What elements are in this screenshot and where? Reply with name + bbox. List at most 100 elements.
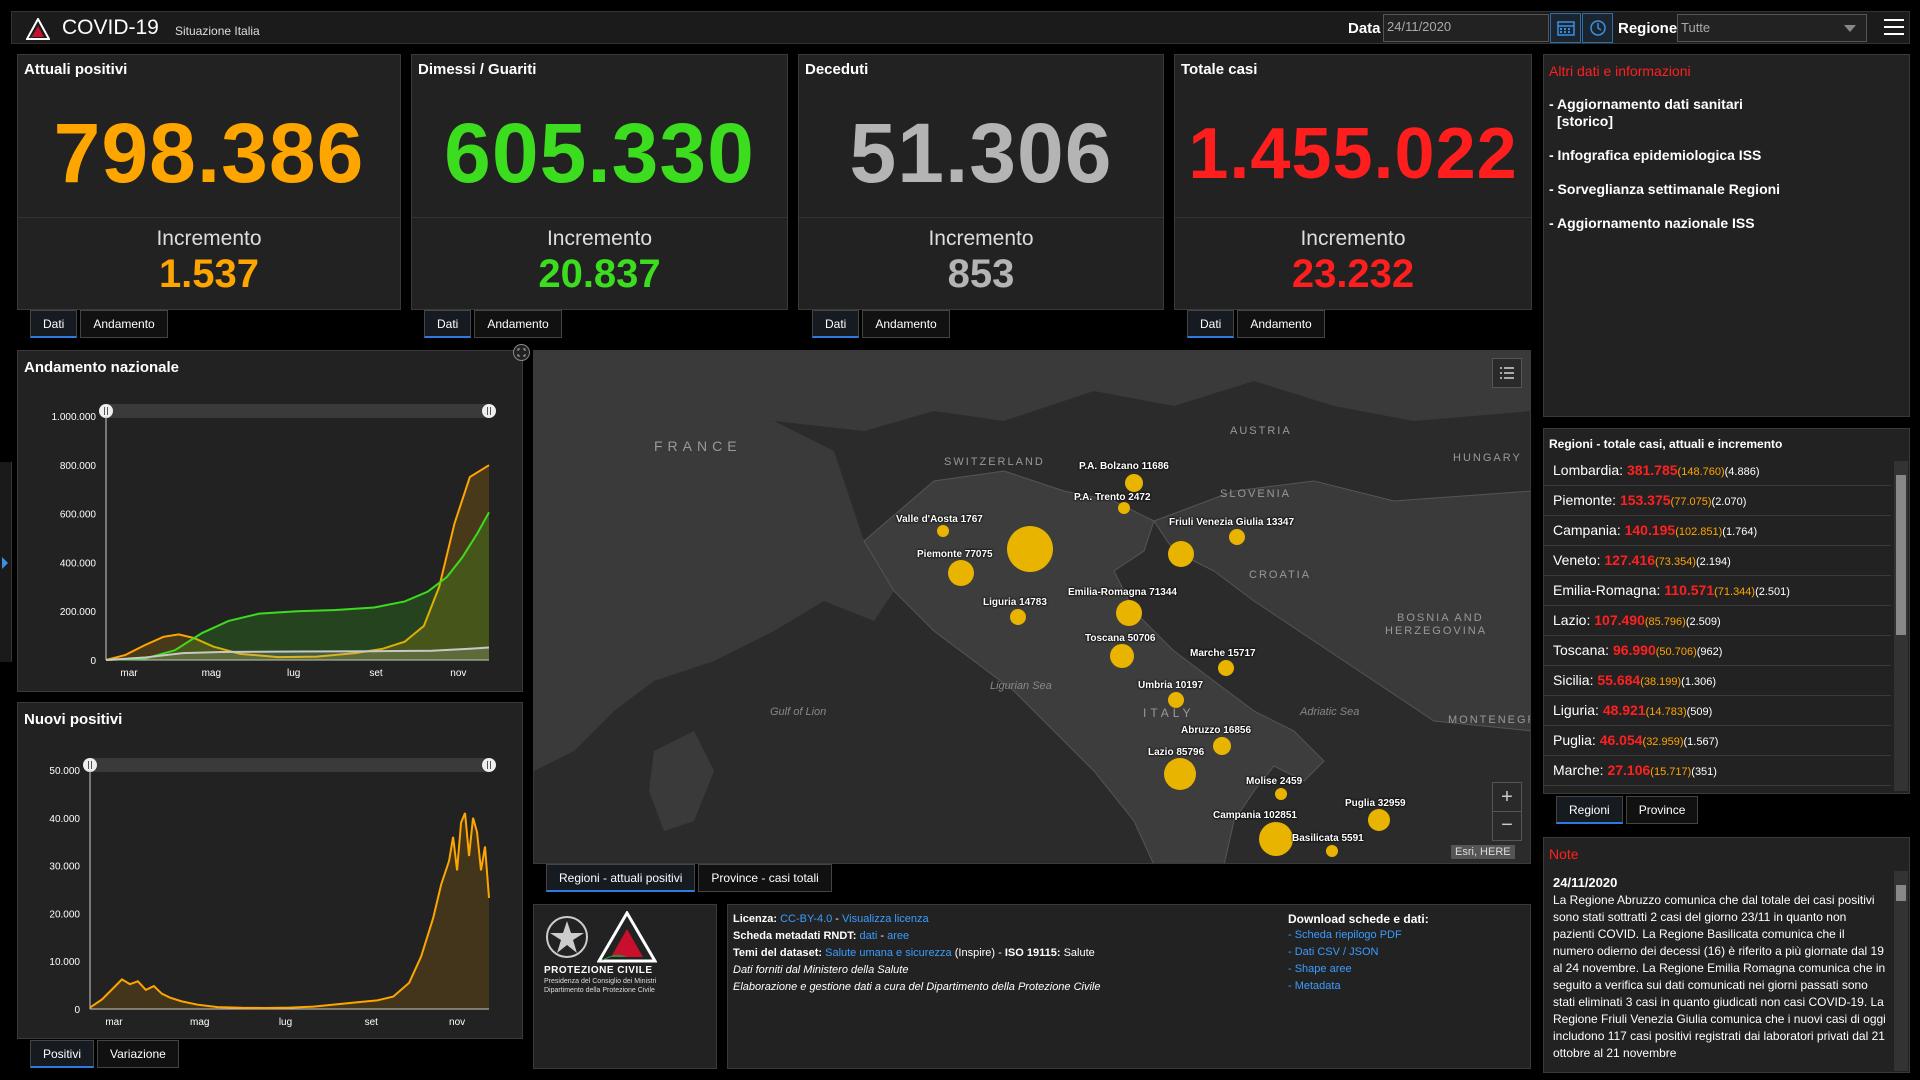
map-bubble[interactable]	[1168, 541, 1194, 567]
region-select[interactable]: Tutte	[1677, 14, 1867, 42]
map-label-slovenia: SLOVENIA	[1220, 488, 1292, 500]
scrollbar-thumb[interactable]	[1896, 885, 1906, 901]
calendar-button[interactable]	[1550, 13, 1581, 43]
region-row[interactable]: Sicilia: 55.684(38.199)(1.306)	[1544, 666, 1891, 696]
link-infografica-iss[interactable]: - Infografica epidemiologica ISS	[1549, 147, 1762, 163]
region-attuali: (148.760)	[1677, 466, 1725, 478]
map-bubble[interactable]	[1007, 526, 1053, 572]
tab-dati[interactable]: Dati	[30, 310, 78, 338]
map-bubble[interactable]	[1168, 692, 1184, 708]
notes-text: La Regione Abruzzo comunica che dal tota…	[1553, 893, 1886, 1060]
link-sorveglianza-regioni[interactable]: - Sorveglianza settimanale Regioni	[1549, 181, 1781, 197]
chevron-right-icon	[2, 557, 8, 569]
region-increment: (1.306)	[1681, 676, 1717, 688]
map-bubble[interactable]	[1259, 822, 1293, 856]
link-aggiornamento-dati[interactable]: - Aggiornamento dati sanitari	[1549, 96, 1743, 112]
region-attuali: (50.706)	[1655, 646, 1697, 658]
region-name: Campania:	[1553, 522, 1621, 538]
tab-regioni[interactable]: Regioni	[1556, 796, 1623, 824]
region-row[interactable]: Puglia: 46.054(32.959)(1.567)	[1544, 726, 1891, 756]
map-bubble[interactable]	[937, 525, 949, 537]
notes-scrollbar[interactable]	[1894, 871, 1908, 1071]
link-visualizza-licenza[interactable]: Visualizza licenza	[842, 913, 929, 925]
scrollbar-thumb[interactable]	[1896, 475, 1906, 635]
tab-province-casi[interactable]: Province - casi totali	[698, 864, 832, 892]
notes-date: 24/11/2020	[1553, 875, 1618, 890]
link-cc-by[interactable]: CC-BY-4.0	[780, 913, 833, 925]
x-tick-label: set	[365, 1017, 379, 1028]
region-attuali: (73.354)	[1655, 556, 1696, 568]
region-row[interactable]: Lombardia: 381.785(148.760)(4.886)	[1544, 456, 1891, 486]
regions-scrollbar[interactable]	[1894, 461, 1908, 791]
card-value: 605.330	[444, 106, 755, 200]
notes-panel: Note 24/11/2020 La Regione Abruzzo comun…	[1543, 837, 1910, 1073]
region-total: 27.106	[1607, 762, 1651, 778]
region-row[interactable]: Campania: 140.195(102.851)(1.764)	[1544, 516, 1891, 546]
card-totale-casi: Totale casi 1.455.022 Incremento 23.232	[1174, 54, 1532, 310]
map-bubble[interactable]	[1229, 529, 1245, 545]
tab-dati[interactable]: Dati	[1187, 310, 1235, 338]
y-tick-label: 800.000	[60, 461, 97, 472]
map-bubble[interactable]	[1125, 474, 1143, 492]
tab-positivi[interactable]: Positivi	[30, 1040, 95, 1068]
tab-dati[interactable]: Dati	[424, 310, 472, 338]
tab-andamento[interactable]: Andamento	[1237, 310, 1325, 338]
tab-andamento[interactable]: Andamento	[862, 310, 950, 338]
tab-variazione[interactable]: Variazione	[97, 1040, 179, 1068]
link-scheda-pdf[interactable]: - Scheda riepilogo PDF	[1288, 929, 1402, 941]
map-bubble-label: Emilia-Romagna 71344	[1068, 587, 1177, 598]
region-row[interactable]: Liguria: 48.921(14.783)(509)	[1544, 696, 1891, 726]
zoom-out-button[interactable]: −	[1492, 811, 1522, 841]
x-tick-label: mag	[202, 668, 221, 679]
x-tick-label: set	[369, 668, 383, 679]
map-bubble[interactable]	[1213, 737, 1231, 755]
map-bubble[interactable]	[1116, 600, 1142, 626]
expand-icon[interactable]	[513, 344, 530, 361]
metadata-panel: Licenza: CC-BY-4.0 - Visualizza licenza …	[727, 904, 1531, 1069]
link-storico[interactable]: [storico]	[1557, 113, 1613, 129]
map-view[interactable]: FRANCE SWITZERLAND AUSTRIA HUNGARY SLOVE…	[533, 350, 1531, 864]
link-dati-csv-json[interactable]: - Dati CSV / JSON	[1288, 946, 1379, 958]
zoom-in-button[interactable]: +	[1492, 782, 1522, 812]
map-bubble-label: Umbria 10197	[1138, 680, 1204, 691]
region-row[interactable]: Toscana: 96.990(50.706)(962)	[1544, 636, 1891, 666]
tab-andamento[interactable]: Andamento	[474, 310, 562, 338]
region-row[interactable]: Lazio: 107.490(85.796)(2.509)	[1544, 606, 1891, 636]
series-area	[106, 512, 489, 660]
map-bubble[interactable]	[1275, 788, 1287, 800]
region-row[interactable]: Marche: 27.106(15.717)(351)	[1544, 756, 1891, 786]
date-input[interactable]: 24/11/2020	[1383, 14, 1549, 42]
tab-regioni-attuali[interactable]: Regioni - attuali positivi	[546, 864, 696, 892]
link-shape-aree[interactable]: - Shape aree	[1288, 963, 1352, 975]
map-bubble[interactable]	[1010, 609, 1026, 625]
tab-andamento[interactable]: Andamento	[80, 310, 168, 338]
map-bubble[interactable]	[1368, 809, 1390, 831]
link-temi[interactable]: Salute umana e sicurezza	[825, 947, 952, 959]
legend-list-button[interactable]	[1492, 358, 1522, 388]
map-basemap	[534, 351, 1530, 863]
map-bubble[interactable]	[1110, 644, 1134, 668]
side-panel-handle[interactable]	[0, 462, 12, 662]
x-tick-label: nov	[449, 1017, 465, 1028]
map-bubble[interactable]	[1218, 660, 1234, 676]
map-label-switzerland: SWITZERLAND	[944, 456, 1045, 468]
y-tick-label: 30.000	[49, 862, 80, 873]
clock-button[interactable]	[1582, 13, 1613, 43]
link-scheda-aree[interactable]: aree	[887, 930, 910, 942]
region-row[interactable]: Piemonte: 153.375(77.075)(2.070)	[1544, 486, 1891, 516]
map-bubble[interactable]	[1164, 758, 1196, 790]
region-row[interactable]: Emilia-Romagna: 110.571(71.344)(2.501)	[1544, 576, 1891, 606]
link-metadata[interactable]: - Metadata	[1288, 980, 1341, 992]
info-panel: Altri dati e informazioni - Aggiornament…	[1543, 54, 1910, 417]
hamburger-menu-icon[interactable]	[1884, 19, 1904, 37]
tab-province[interactable]: Province	[1625, 796, 1699, 824]
tab-dati[interactable]: Dati	[812, 310, 860, 338]
y-tick-label: 0	[90, 656, 96, 667]
map-bubble[interactable]	[1326, 845, 1338, 857]
region-row[interactable]: Veneto: 127.416(73.354)(2.194)	[1544, 546, 1891, 576]
x-tick-label: nov	[450, 668, 466, 679]
map-bubble[interactable]	[1118, 502, 1130, 514]
link-scheda-dati[interactable]: dati	[859, 930, 878, 942]
link-aggiornamento-iss[interactable]: - Aggiornamento nazionale ISS	[1549, 215, 1755, 231]
map-bubble[interactable]	[948, 560, 974, 586]
